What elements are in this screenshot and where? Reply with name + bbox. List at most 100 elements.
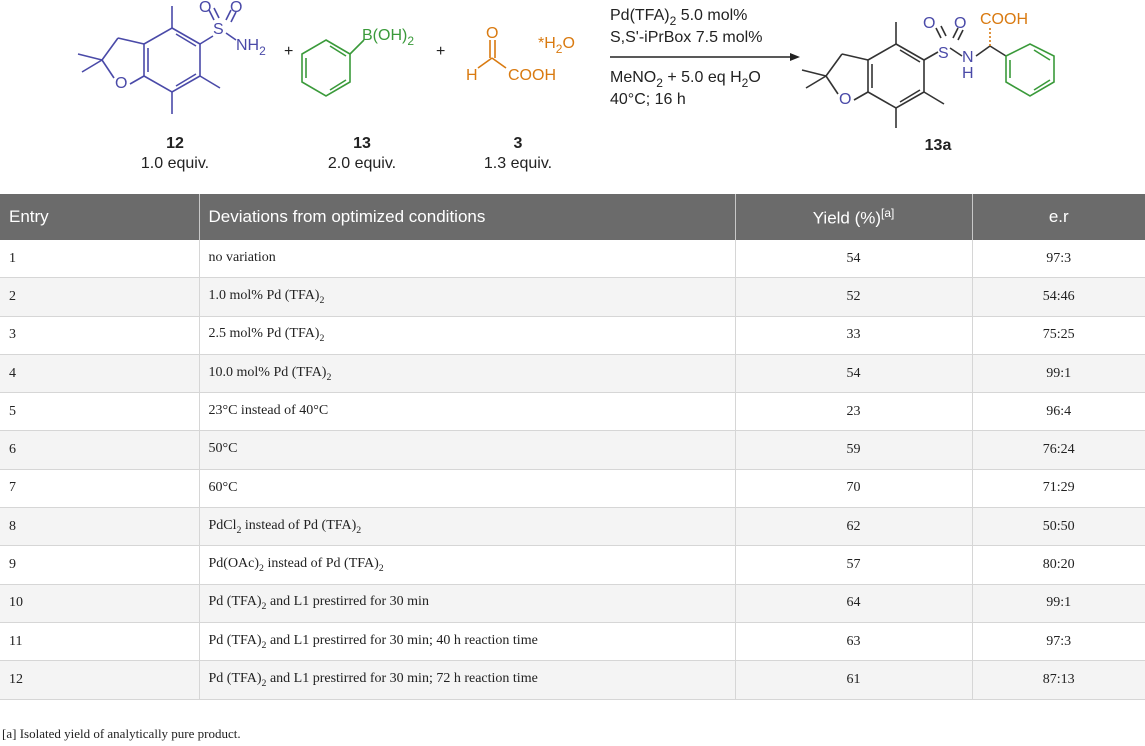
reagent-3-structure xyxy=(477,40,507,69)
reagent-3-label: 3 xyxy=(514,135,523,152)
table-row: 3 2.5 mol% Pd (TFA)2 33 75:25 xyxy=(0,316,1145,355)
cell-er: 99:1 xyxy=(972,584,1145,623)
cell-deviation: 60°C xyxy=(199,469,736,509)
cell-yield: 33 xyxy=(735,316,973,355)
footnote: [a] Isolated yield of analytically pure … xyxy=(2,726,241,741)
cell-yield: 54 xyxy=(735,240,973,279)
reagent-13-label: 13 xyxy=(353,135,371,152)
cell-entry: 10 xyxy=(0,584,200,623)
reaction-arrow-head xyxy=(790,53,800,61)
product-h: H xyxy=(962,65,974,82)
cell-deviation: Pd (TFA)2 and L1 prestirred for 30 min; … xyxy=(199,622,736,662)
cell-yield: 63 xyxy=(735,622,973,662)
cell-entry: 1 xyxy=(0,240,200,279)
table-row: 4 10.0 mol% Pd (TFA)2 54 99:1 xyxy=(0,354,1145,394)
reagent-12-equiv: 1.0 equiv. xyxy=(141,155,209,172)
reagent-12-nh2: NH2 xyxy=(236,37,266,58)
conditions-line-2: S,S'-iPrBox 7.5 mol% xyxy=(610,29,762,46)
cell-deviation: 2.5 mol% Pd (TFA)2 xyxy=(199,316,736,355)
cell-deviation: PdCl2 instead of Pd (TFA)2 xyxy=(199,507,736,547)
cell-deviation: Pd (TFA)2 and L1 prestirred for 30 min; … xyxy=(199,660,736,700)
cell-entry: 2 xyxy=(0,277,200,317)
cell-er: 97:3 xyxy=(972,240,1145,279)
cell-yield: 57 xyxy=(735,545,973,585)
cell-er: 97:3 xyxy=(972,622,1145,662)
cell-er: 54:46 xyxy=(972,277,1145,317)
table-row: 6 50°C 59 76:24 xyxy=(0,430,1145,470)
cell-er: 76:24 xyxy=(972,430,1145,470)
cell-yield: 52 xyxy=(735,277,973,317)
table-header-row: Entry Deviations from optimized conditio… xyxy=(0,194,1145,240)
table-row: 10 Pd (TFA)2 and L1 prestirred for 30 min… xyxy=(0,584,1145,623)
product-s: S xyxy=(938,45,949,62)
table-body: 1 no variation 54 97:3 2 1.0 mol% Pd (TFA)2 52… xyxy=(0,240,1145,700)
conditions-line-1: Pd(TFA)2 5.0 mol% xyxy=(610,7,747,28)
cell-entry: 5 xyxy=(0,392,200,432)
cell-entry: 4 xyxy=(0,354,200,394)
table-row: 2 1.0 mol% Pd (TFA)2 52 54:46 xyxy=(0,277,1145,317)
table-row: 12 Pd (TFA)2 and L1 prestirred for 30 min… xyxy=(0,660,1145,700)
reagent-12-structure xyxy=(77,6,237,114)
cell-deviation: 10.0 mol% Pd (TFA)2 xyxy=(199,354,736,394)
cell-deviation: 1.0 mol% Pd (TFA)2 xyxy=(199,277,736,317)
reagent-12-o2: O xyxy=(230,0,242,16)
cell-deviation: Pd (TFA)2 and L1 prestirred for 30 min xyxy=(199,584,736,623)
cell-er: 80:20 xyxy=(972,545,1145,585)
cell-deviation: 23°C instead of 40°C xyxy=(199,392,736,432)
plus-sign-2: + xyxy=(436,43,445,60)
cell-deviation: 50°C xyxy=(199,430,736,470)
reagent-12-s: S xyxy=(213,21,224,38)
header-yield: Yield (%)[a] xyxy=(735,194,973,240)
cell-yield: 54 xyxy=(735,354,973,394)
table-row: 1 no variation 54 97:3 xyxy=(0,240,1145,279)
cell-yield: 23 xyxy=(735,392,973,432)
cell-entry: 6 xyxy=(0,430,200,470)
reaction-scheme: O S O O NH2 12 1.0 equiv. + B(OH)2 13 2.… xyxy=(77,0,1055,172)
cell-er: 75:25 xyxy=(972,316,1145,355)
cell-yield: 70 xyxy=(735,469,973,509)
product-13a-structure xyxy=(801,22,1055,128)
cell-entry: 11 xyxy=(0,622,200,662)
header-er: e.r xyxy=(972,194,1145,240)
cell-entry: 3 xyxy=(0,316,200,355)
cell-yield: 64 xyxy=(735,584,973,623)
header-entry: Entry xyxy=(0,194,200,240)
product-o-ring: O xyxy=(839,91,851,108)
conditions-line-3: MeNO2 + 5.0 eq H2O xyxy=(610,69,761,90)
optimization-table: Entry Deviations from optimized conditio… xyxy=(0,194,1145,700)
cell-yield: 62 xyxy=(735,507,973,547)
cell-er: 96:4 xyxy=(972,392,1145,432)
table-row: 11 Pd (TFA)2 and L1 prestirred for 30 min… xyxy=(0,622,1145,662)
cell-entry: 7 xyxy=(0,469,200,509)
cell-er: 50:50 xyxy=(972,507,1145,547)
table-row: 8 PdCl2 instead of Pd (TFA)2 62 50:50 xyxy=(0,507,1145,547)
product-cooh: COOH xyxy=(980,11,1028,28)
cell-entry: 8 xyxy=(0,507,200,547)
plus-sign-1: + xyxy=(284,43,293,60)
reagent-12-o-ring: O xyxy=(115,75,127,92)
reagent-3-h: H xyxy=(466,67,478,84)
reagent-12-label: 12 xyxy=(166,135,184,152)
header-deviation: Deviations from optimized conditions xyxy=(199,194,736,240)
conditions-line-4: 40°C; 16 h xyxy=(610,91,686,108)
cell-entry: 12 xyxy=(0,660,200,700)
product-n: N xyxy=(962,49,974,66)
product-o1: O xyxy=(923,15,935,32)
reagent-13-equiv: 2.0 equiv. xyxy=(328,155,396,172)
cell-yield: 61 xyxy=(735,660,973,700)
product-label: 13a xyxy=(925,137,952,154)
reagent-13-structure xyxy=(301,39,365,97)
reagent-3-equiv: 1.3 equiv. xyxy=(484,155,552,172)
cell-er: 87:13 xyxy=(972,660,1145,700)
cell-entry: 9 xyxy=(0,545,200,585)
cell-er: 99:1 xyxy=(972,354,1145,394)
reagent-3-hydrate: *H2O xyxy=(538,35,575,56)
reagent-12-o1: O xyxy=(199,0,211,16)
table-row: 9 Pd(OAc)2 instead of Pd (TFA)2 57 80:20 xyxy=(0,545,1145,585)
cell-er: 71:29 xyxy=(972,469,1145,509)
reagent-3-cooh: COOH xyxy=(508,67,556,84)
cell-yield: 59 xyxy=(735,430,973,470)
cell-deviation: no variation xyxy=(199,240,736,279)
reagent-3-o: O xyxy=(486,25,498,42)
reagent-13-boron: B(OH)2 xyxy=(362,27,414,48)
